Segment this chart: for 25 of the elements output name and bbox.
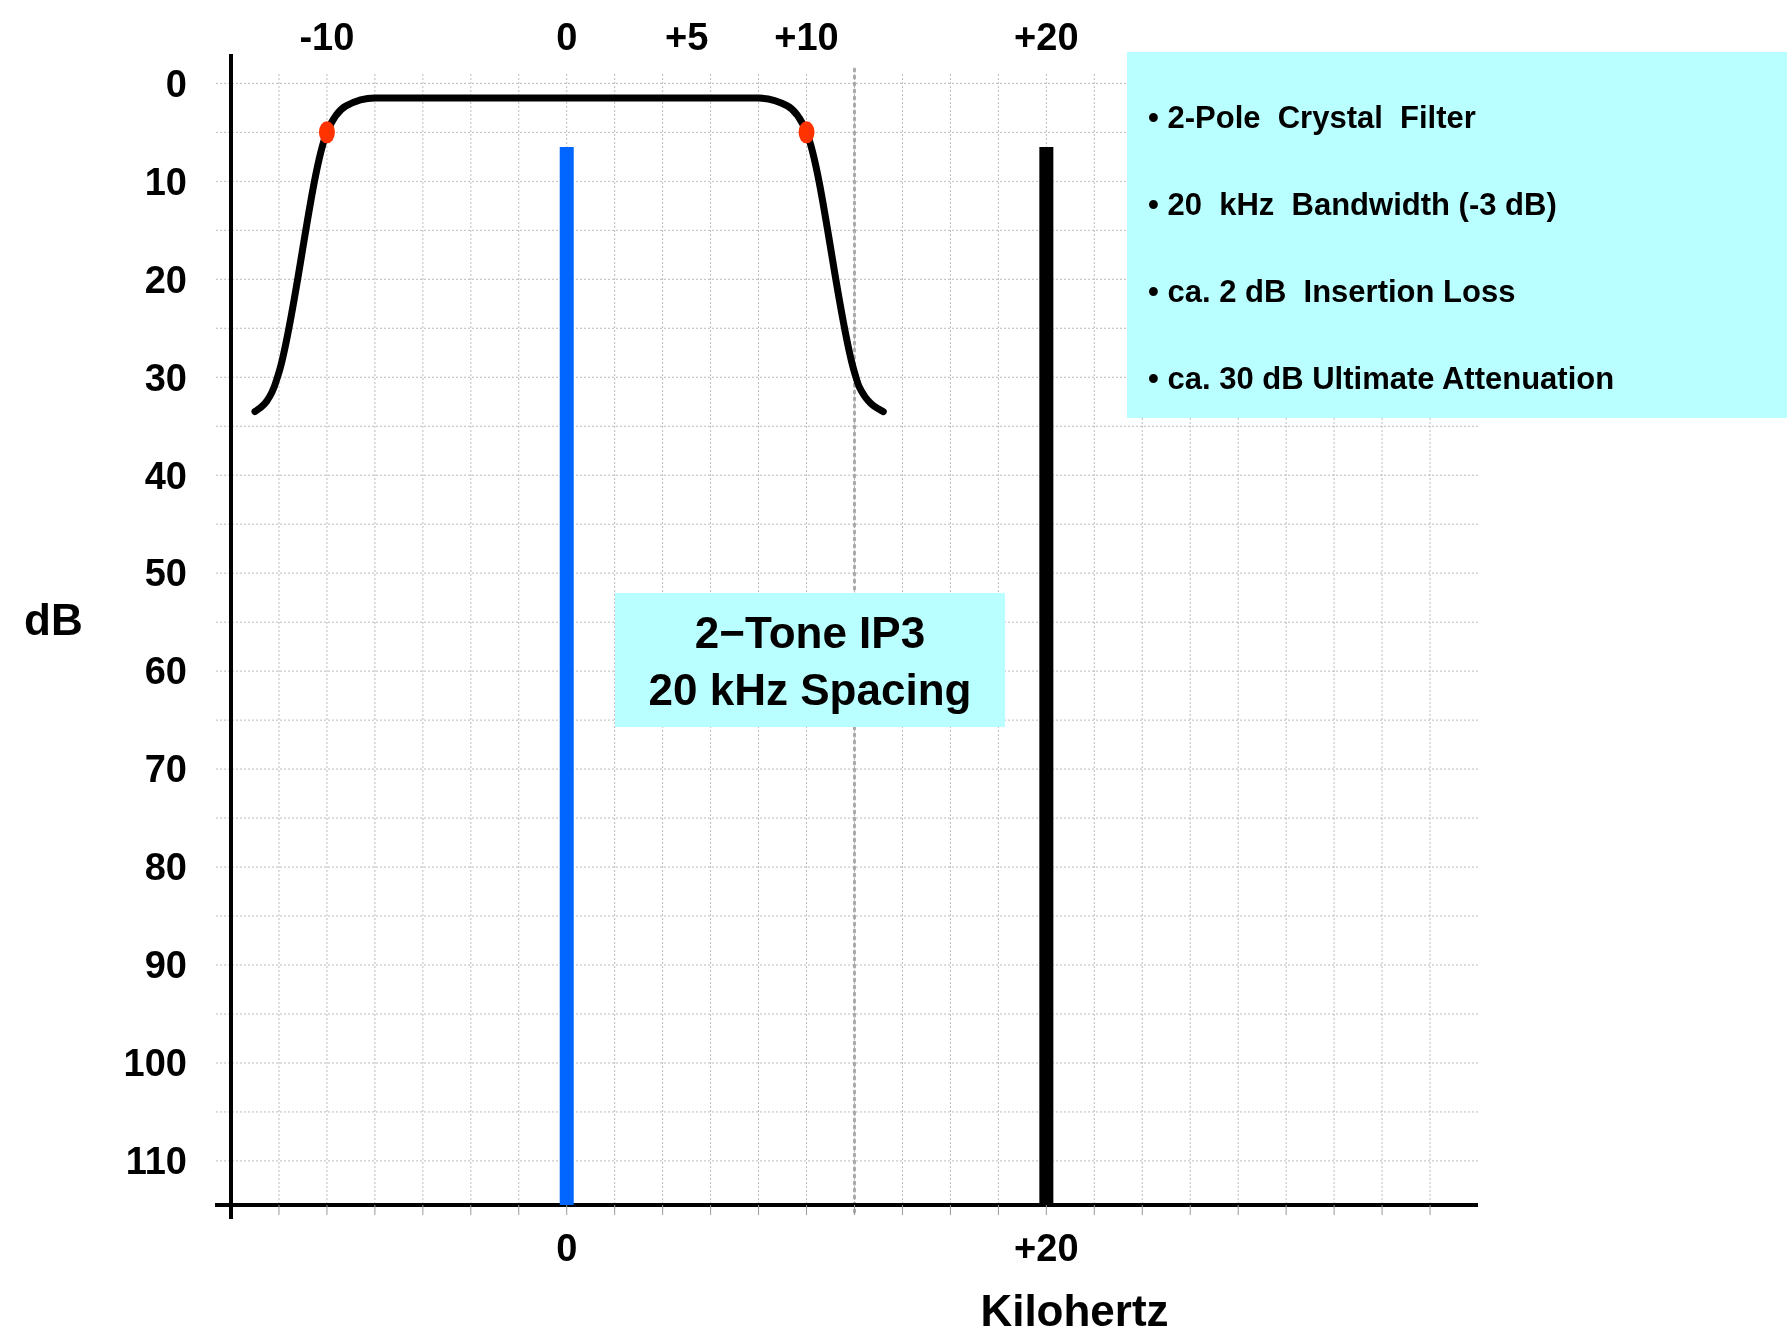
x2-tick-label: +20 xyxy=(1014,16,1079,58)
annotation: 2−Tone IP3 20 kHz Spacing xyxy=(648,608,972,714)
y-tick-label: 40 xyxy=(144,454,187,497)
y-tick-label: 100 xyxy=(123,1042,187,1085)
x2-tick-label: +5 xyxy=(664,16,709,58)
x2-tick-label: +10 xyxy=(774,16,839,58)
annotation: • 20 kHz Bandwidth (-3 dB) xyxy=(1148,187,1557,222)
text-box: 2−Tone IP3 20 kHz Spacing xyxy=(615,593,1005,727)
y-tick-label: 80 xyxy=(144,846,187,889)
x2-tick-label: 0 xyxy=(556,16,578,58)
y-axis-title: dB xyxy=(24,594,83,644)
y-tick-label: 0 xyxy=(165,62,187,105)
y-tick-label: 50 xyxy=(144,552,187,595)
y-tick-label: 20 xyxy=(144,258,187,301)
annotation: • 2-Pole Crystal Filter xyxy=(1148,100,1476,135)
y-tick-label: 70 xyxy=(144,748,187,791)
y-tick-label: 110 xyxy=(125,1140,187,1183)
y-tick-label: 90 xyxy=(144,944,187,987)
y-tick-label: 60 xyxy=(144,650,187,693)
y-tick-label: 30 xyxy=(144,356,187,399)
annotation: • ca. 2 dB Insertion Loss xyxy=(1148,274,1516,309)
annotation: • ca. 30 dB Ultimate Attenuation xyxy=(1148,361,1615,396)
x-axis-title: Kilohertz xyxy=(980,1286,1169,1334)
y-tick-label: 10 xyxy=(144,160,187,203)
x2-tick-label: -10 xyxy=(299,16,355,58)
